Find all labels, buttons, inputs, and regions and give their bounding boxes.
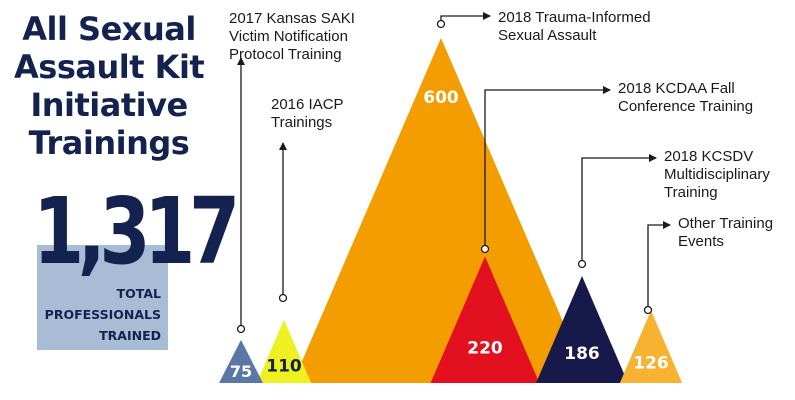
callout-label: 2018 Trauma-Informed Sexual Assault [498, 9, 651, 45]
leader-dot [480, 244, 490, 254]
callout-line: Conference Training [618, 98, 754, 115]
value-label: 110 [266, 356, 302, 376]
callout-line: 2016 IACP [271, 96, 344, 113]
value-label: 186 [564, 344, 600, 364]
value-label: 220 [467, 339, 503, 359]
value-label: 600 [423, 88, 459, 108]
total-label-line: TRAINED [99, 328, 161, 343]
callout-line: 2017 Kansas SAKI [229, 10, 355, 27]
callout-line: Events [678, 233, 724, 250]
leader-arrowhead [603, 86, 611, 94]
callout-line: Victim Notification [229, 28, 348, 45]
leader-dot [577, 259, 587, 269]
callout-line: Trainings [271, 114, 333, 131]
leader-dot [436, 19, 446, 29]
leader-dot [236, 324, 246, 334]
callout-line: Other Training [678, 215, 774, 232]
triangle-mark [430, 256, 540, 383]
title-line: Initiative [30, 86, 188, 124]
leader-line [581, 157, 656, 264]
leader-line [484, 89, 610, 249]
triangle-mark [256, 319, 312, 383]
triangle-mark [536, 276, 628, 383]
title-line: All Sexual [22, 10, 196, 48]
callout-label: 2018 KCDAA Fall Conference Training [618, 80, 753, 116]
callout-label: 2017 Kansas SAKI Victim Notification Proto… [229, 10, 355, 64]
total-label-line: PROFESSIONALS [44, 307, 161, 322]
leader-arrowhead [483, 12, 491, 20]
callout-line: Training [664, 184, 718, 201]
leader-dot [278, 293, 288, 303]
callout-line: 2018 KCDAA Fall [618, 80, 735, 97]
callout-label: 2018 KCSDV Multidisciplinary Training [664, 148, 770, 202]
callout-label: Other Training Events [678, 215, 773, 251]
callout-line: Multidisciplinary [664, 166, 770, 183]
leader-line [647, 224, 670, 310]
value-label: 126 [633, 354, 669, 374]
title-line: Assault Kit [14, 48, 205, 86]
callout-line: 2018 Trauma-Informed [498, 9, 651, 26]
callout-line: Protocol Training [229, 46, 342, 63]
callout-label: 2016 IACP Trainings [271, 96, 344, 132]
chart-title: All Sexual Assault Kit Initiative Traini… [14, 10, 205, 162]
leader-arrowhead [649, 154, 657, 162]
leader-dot [643, 305, 653, 315]
leader-line [440, 15, 490, 24]
leader-arrowhead [663, 221, 671, 229]
triangle-mark [619, 310, 683, 383]
title-line: Trainings [28, 124, 190, 162]
callout-line: 2018 KCSDV [664, 148, 754, 165]
total-label-line: TOTAL [116, 286, 161, 301]
triangle-mark [219, 339, 263, 383]
total-box [37, 245, 168, 350]
triangle-mark [292, 38, 590, 383]
value-label: 75 [230, 362, 252, 381]
callout-line: Sexual Assault [498, 27, 597, 44]
leader-arrowhead [237, 57, 245, 65]
leader-arrowhead [279, 142, 287, 150]
total-label: TOTAL PROFESSIONALS TRAINED [37, 283, 161, 346]
